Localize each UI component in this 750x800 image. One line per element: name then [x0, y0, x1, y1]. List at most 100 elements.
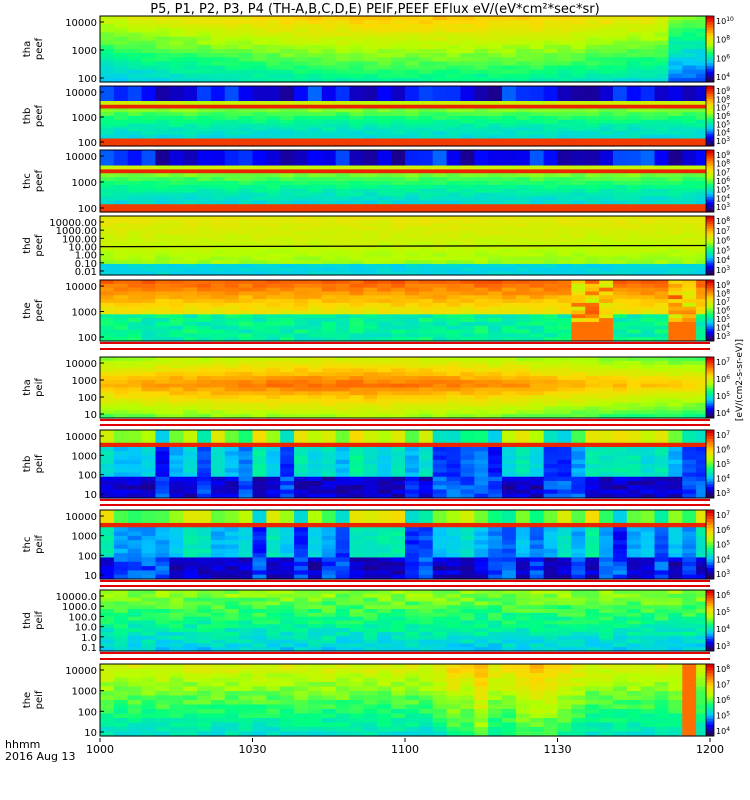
colorbar-step — [706, 390, 714, 394]
heatmap-cell — [557, 398, 572, 404]
heatmap-cell — [543, 383, 559, 389]
heatmap-cell — [155, 131, 170, 136]
heatmap-cell — [280, 306, 295, 312]
heatmap-cell — [100, 73, 115, 79]
heatmap-cell — [183, 256, 198, 261]
heatmap-cell — [557, 364, 572, 370]
heatmap-cell — [418, 238, 434, 243]
heatmap-cell — [321, 383, 337, 389]
heatmap-cell — [363, 173, 378, 178]
heatmap-cell — [405, 177, 420, 182]
heatmap-cell — [155, 402, 170, 408]
heatmap-cell — [640, 333, 656, 338]
heatmap-cell — [169, 192, 184, 198]
heatmap-cell — [529, 184, 545, 190]
heatmap-cell — [626, 267, 642, 272]
heatmap-cell — [141, 188, 157, 194]
heatmap-cell — [238, 430, 254, 435]
heatmap-cell — [405, 219, 420, 224]
heatmap-cell — [169, 481, 184, 486]
heatmap-cell — [238, 134, 254, 140]
heatmap-cell — [446, 131, 462, 136]
heatmap-cell — [529, 101, 545, 106]
heatmap-cell — [321, 459, 337, 465]
heatmap-cell — [626, 263, 642, 269]
heatmap-cell — [100, 472, 115, 478]
heatmap-cell — [238, 398, 254, 404]
heatmap-cell — [141, 40, 157, 46]
heatmap-cell — [294, 442, 309, 448]
heatmap-cell — [183, 188, 198, 194]
heatmap-cell — [612, 61, 628, 67]
heatmap-cell — [488, 97, 503, 102]
heatmap-cell — [529, 299, 545, 304]
heatmap-cell — [391, 69, 406, 75]
heatmap-cell — [432, 325, 448, 331]
heatmap-cell — [599, 204, 614, 209]
heatmap-cell — [571, 181, 586, 186]
heatmap-cell — [474, 101, 489, 106]
heatmap-cell — [363, 280, 378, 285]
heatmap-cell — [280, 150, 295, 155]
heatmap-cell — [349, 181, 365, 186]
heatmap-cell — [307, 61, 323, 67]
heatmap-cell — [654, 89, 670, 95]
heatmap-cell — [585, 116, 600, 121]
heatmap-cell — [474, 131, 489, 136]
heatmap-cell — [529, 245, 545, 250]
heatmap-cell — [654, 223, 670, 228]
heatmap-cell — [557, 127, 572, 132]
heatmap-cell — [502, 36, 517, 42]
heatmap-cell — [100, 414, 115, 419]
heatmap-cell — [349, 406, 365, 411]
heatmap-cell — [502, 188, 517, 194]
heatmap-cell — [446, 398, 462, 404]
heatmap-cell — [321, 406, 337, 411]
heatmap-cell — [238, 395, 254, 400]
heatmap-cell — [100, 196, 115, 201]
heatmap-cell — [612, 150, 628, 155]
heatmap-cell — [294, 472, 309, 478]
heatmap-cell — [571, 406, 586, 411]
heatmap-cell — [252, 24, 267, 29]
colorbar-step — [706, 86, 714, 89]
heatmap-cell — [696, 387, 711, 392]
heatmap-cell — [668, 108, 683, 113]
heatmap-cell — [307, 391, 323, 396]
heatmap-cell — [377, 150, 392, 155]
heatmap-cell — [626, 36, 642, 42]
heatmap-cell — [502, 153, 517, 159]
heatmap-cell — [612, 161, 628, 167]
heatmap-cell — [432, 398, 448, 404]
heatmap-cell — [127, 157, 143, 163]
heatmap-cell — [571, 65, 586, 71]
colorbar-step — [706, 335, 714, 339]
heatmap-cell — [210, 181, 226, 186]
heatmap-cell — [668, 357, 683, 362]
heatmap-cell — [349, 101, 365, 106]
heatmap-cell — [335, 89, 351, 95]
heatmap-cell — [502, 395, 517, 400]
y-tick-label: 10.00 — [68, 243, 97, 254]
heatmap-cell — [446, 472, 462, 478]
heatmap-cell — [307, 32, 323, 38]
heatmap-cell — [377, 57, 392, 62]
heatmap-cell — [100, 434, 115, 440]
heatmap-cell — [515, 430, 531, 435]
heatmap-cell — [113, 314, 129, 319]
heatmap-cell — [557, 104, 572, 110]
heatmap-cell — [599, 283, 614, 289]
heatmap-cell — [612, 40, 628, 46]
heatmap-cell — [557, 138, 572, 143]
heatmap-cell — [100, 219, 115, 224]
heatmap-cell — [127, 302, 143, 308]
heatmap-cell — [294, 267, 309, 272]
heatmap-cell — [294, 69, 309, 75]
heatmap-cell — [127, 97, 143, 102]
heatmap-cell — [210, 177, 226, 182]
heatmap-cell — [626, 391, 642, 396]
heatmap-cell — [197, 310, 212, 315]
heatmap-cell — [252, 101, 267, 106]
heatmap-cell — [460, 434, 475, 440]
